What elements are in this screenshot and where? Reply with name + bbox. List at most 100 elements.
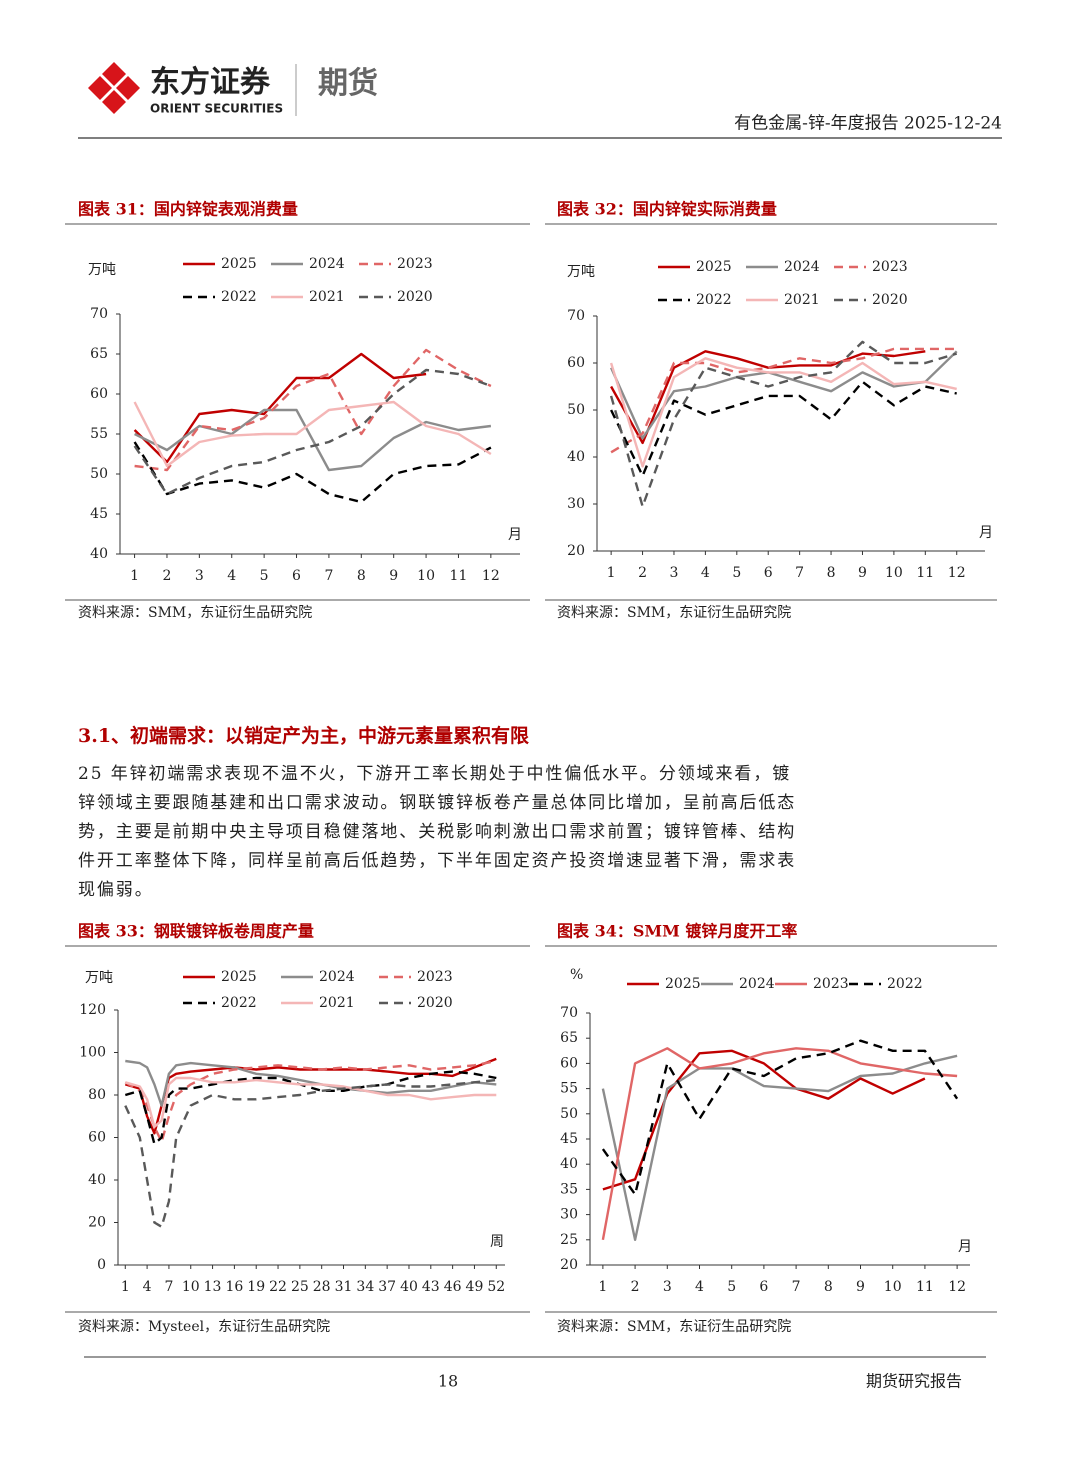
page-number: 18 (438, 1372, 458, 1391)
y-tick-label: 100 (79, 1045, 106, 1061)
x-tick-label: 5 (727, 1279, 736, 1295)
x-tick-label: 2 (631, 1279, 640, 1295)
division: 期货 (318, 66, 378, 101)
legend-label: 2023 (417, 969, 453, 985)
series-line (601, 1054, 958, 1241)
y-tick-label: 20 (560, 1257, 578, 1273)
chart-title: 图表 32：国内锌锭实际消费量 (557, 200, 777, 219)
x-label: 月 (508, 527, 522, 543)
series-line (134, 408, 492, 472)
series-line (601, 1039, 959, 1196)
x-label: 月 (979, 525, 993, 541)
x-tick-label: 43 (422, 1279, 440, 1295)
x-tick-label: 4 (227, 568, 236, 584)
y-tick-label: 45 (90, 506, 108, 522)
section-body: 25 年锌初端需求表现不温不火，下游开工率长期处于中性偏低水平。分领域来看，镀锌… (78, 764, 797, 900)
y-tick-label: 80 (88, 1087, 106, 1103)
x-tick-label: 9 (389, 568, 398, 584)
series-line (134, 348, 492, 472)
x-tick-label: 11 (450, 568, 468, 584)
legend-label: 2025 (221, 969, 257, 985)
y-tick-label: 25 (560, 1232, 578, 1248)
y-tick-label: 40 (567, 449, 585, 465)
y-unit: 万吨 (88, 262, 116, 278)
series-line (125, 1059, 497, 1107)
x-tick-label: 3 (670, 565, 679, 581)
legend-label: 2024 (309, 256, 345, 272)
report-title: 有色金属-锌-年度报告 2025-12-24 (734, 114, 1002, 134)
y-tick-label: 30 (567, 496, 585, 512)
x-tick-label: 25 (291, 1279, 309, 1295)
x-tick-label: 8 (827, 565, 836, 581)
brand-en: ORIENT SECURITIES (150, 102, 283, 116)
series-line (602, 1049, 926, 1191)
y-tick-label: 55 (560, 1081, 578, 1097)
x-tick-label: 1 (121, 1279, 130, 1295)
y-tick-label: 0 (97, 1257, 106, 1273)
series-line (610, 347, 957, 454)
x-tick-label: 12 (948, 1279, 966, 1295)
y-tick-label: 30 (560, 1207, 578, 1223)
y-tick-label: 70 (560, 1005, 578, 1021)
x-tick-label: 10 (884, 1279, 902, 1295)
x-tick-label: 2 (163, 568, 172, 584)
y-tick-label: 50 (567, 402, 585, 418)
legend-label: 2023 (872, 259, 908, 275)
y-tick-label: 45 (560, 1131, 578, 1147)
x-tick-label: 12 (948, 565, 966, 581)
x-tick-label: 6 (764, 565, 773, 581)
x-tick-label: 9 (858, 565, 867, 581)
y-tick-label: 35 (560, 1181, 578, 1197)
y-unit: % (570, 967, 583, 983)
y-tick-label: 65 (90, 346, 108, 362)
x-tick-label: 1 (130, 568, 139, 584)
x-tick-label: 8 (824, 1279, 833, 1295)
x-tick-label: 2 (638, 565, 647, 581)
x-tick-label: 8 (357, 568, 366, 584)
x-tick-label: 7 (792, 1279, 801, 1295)
x-tick-label: 4 (695, 1279, 704, 1295)
x-tick-label: 22 (269, 1279, 287, 1295)
legend-label: 2021 (319, 995, 355, 1011)
y-tick-label: 40 (88, 1172, 106, 1188)
series-line (124, 1057, 497, 1135)
x-tick-label: 19 (247, 1279, 265, 1295)
legend-label: 2020 (397, 289, 433, 305)
x-tick-label: 5 (732, 565, 741, 581)
series-line (601, 1047, 958, 1241)
x-tick-label: 31 (335, 1279, 353, 1295)
y-tick-label: 20 (88, 1215, 106, 1231)
y-tick-label: 40 (90, 546, 108, 562)
series-line (124, 1076, 497, 1129)
series-line (133, 352, 427, 464)
x-tick-label: 52 (487, 1279, 505, 1295)
x-tick-label: 3 (195, 568, 204, 584)
x-tick-label: 49 (466, 1279, 484, 1295)
legend-label: 2024 (739, 976, 775, 992)
legend-label: 2022 (221, 995, 257, 1011)
x-tick-label: 16 (225, 1279, 243, 1295)
x-tick-label: 1 (607, 565, 616, 581)
series-line (133, 368, 492, 496)
y-tick-label: 60 (88, 1130, 106, 1146)
y-unit: 万吨 (85, 970, 113, 986)
legend-label: 2020 (417, 995, 453, 1011)
y-tick-label: 70 (90, 306, 108, 322)
x-tick-label: 7 (795, 565, 804, 581)
series-line (609, 357, 957, 468)
logo (88, 62, 140, 114)
y-tick-label: 55 (90, 426, 108, 442)
series-line (124, 1070, 497, 1146)
series-line (133, 441, 492, 504)
chart-title: 图表 31：国内锌锭表观消费量 (78, 200, 298, 219)
x-tick-label: 1 (598, 1279, 607, 1295)
x-tick-label: 9 (856, 1279, 865, 1295)
y-tick-label: 60 (567, 355, 585, 371)
legend-label: 2022 (221, 289, 257, 305)
y-tick-label: 40 (560, 1156, 578, 1172)
series-line (610, 350, 958, 440)
y-tick-label: 60 (560, 1055, 578, 1071)
series-line (124, 1059, 497, 1143)
